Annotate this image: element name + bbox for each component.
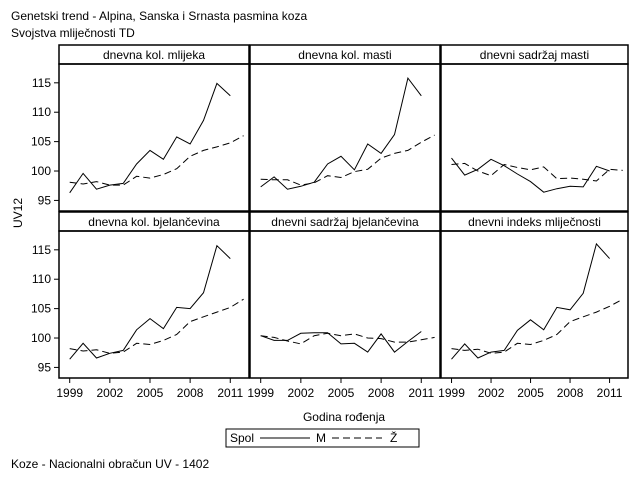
x-tick-label: 1999 bbox=[56, 386, 83, 400]
legend-title: Spol bbox=[230, 431, 254, 445]
series-line-z bbox=[260, 134, 435, 186]
y-tick-label: 100 bbox=[31, 164, 51, 178]
panel-frame bbox=[58, 230, 250, 379]
panel: dnevna kol. mlijeka 95 100 105 110 115 bbox=[31, 44, 250, 212]
panel: dnevna kol. bjelančevina 95 100 105 110 115 19… bbox=[31, 211, 250, 400]
panel-title: dnevni indeks mliječnosti bbox=[468, 215, 601, 229]
x-tick-label: 2011 bbox=[408, 386, 434, 400]
series-line-m bbox=[69, 244, 231, 360]
y-tick-label: 95 bbox=[38, 360, 52, 374]
y-tick-label: 100 bbox=[31, 331, 51, 345]
legend-box bbox=[225, 428, 420, 448]
x-tick-label: 1999 bbox=[247, 386, 274, 400]
x-tick-label: 1999 bbox=[438, 386, 465, 400]
x-tick-label: 2008 bbox=[368, 386, 395, 400]
y-tick-label: 105 bbox=[31, 302, 51, 316]
x-tick-label: 2005 bbox=[328, 386, 355, 400]
x-tick-label: 2002 bbox=[478, 386, 505, 400]
series-line-z bbox=[69, 135, 244, 186]
panel-title: dnevna kol. masti bbox=[298, 48, 391, 62]
y-axis-label: UV12 bbox=[11, 198, 25, 228]
y-tick-label: 110 bbox=[32, 105, 51, 119]
series-line-m bbox=[69, 82, 231, 194]
panel: dnevni indeks mliječnosti 1999 2002 2005 200… bbox=[438, 211, 629, 400]
series-line-z bbox=[451, 162, 623, 182]
series-line-m bbox=[260, 76, 422, 190]
panel: dnevna kol. masti bbox=[249, 44, 441, 212]
panel-frame bbox=[440, 63, 629, 212]
series-line-m bbox=[451, 157, 610, 193]
legend-label: Ž bbox=[390, 430, 397, 445]
y-tick-label: 115 bbox=[32, 243, 51, 257]
chart-subtitle: Svojstva mliječnosti TD bbox=[11, 26, 135, 40]
series-line-z bbox=[451, 298, 623, 354]
x-tick-label: 2008 bbox=[177, 386, 204, 400]
panel-frame bbox=[249, 230, 441, 379]
y-tick-label: 115 bbox=[32, 76, 51, 90]
panel-title: dnevna kol. mlijeka bbox=[103, 48, 205, 62]
x-tick-label: 2002 bbox=[287, 386, 314, 400]
series-line-m bbox=[260, 331, 422, 353]
footnote: Koze - Nacionalni obračun UV - 1402 bbox=[11, 457, 210, 471]
series-line-z bbox=[260, 332, 435, 345]
x-tick-label: 2011 bbox=[597, 386, 623, 400]
x-tick-label: 2008 bbox=[557, 386, 584, 400]
legend-label: M bbox=[316, 431, 326, 445]
x-tick-label: 2002 bbox=[96, 386, 123, 400]
panel-frame bbox=[58, 63, 250, 212]
series-line-z bbox=[69, 298, 244, 354]
chart-title: Genetski trend - Alpina, Sanska i Srnast… bbox=[11, 9, 308, 23]
y-tick-label: 110 bbox=[32, 272, 51, 286]
panel: dnevni sadržaj bjelančevina 1999 2002 2005 2… bbox=[247, 211, 441, 400]
panel-title: dnevni sadržaj masti bbox=[480, 48, 589, 62]
x-axis-label: Godina rođenja bbox=[303, 410, 385, 424]
legend: Spol M Ž bbox=[225, 428, 420, 448]
series-line-m bbox=[451, 242, 610, 360]
y-tick-label: 95 bbox=[38, 193, 52, 207]
panel-title: dnevni sadržaj bjelančevina bbox=[271, 215, 419, 229]
x-tick-label: 2005 bbox=[517, 386, 544, 400]
panel-title: dnevna kol. bjelančevina bbox=[88, 215, 220, 229]
panel-frame bbox=[249, 63, 441, 212]
x-tick-label: 2005 bbox=[137, 386, 164, 400]
y-tick-label: 105 bbox=[31, 135, 51, 149]
panel: dnevni sadržaj masti bbox=[440, 44, 629, 212]
panel-frame bbox=[440, 230, 629, 379]
x-tick-label: 2011 bbox=[217, 386, 243, 400]
